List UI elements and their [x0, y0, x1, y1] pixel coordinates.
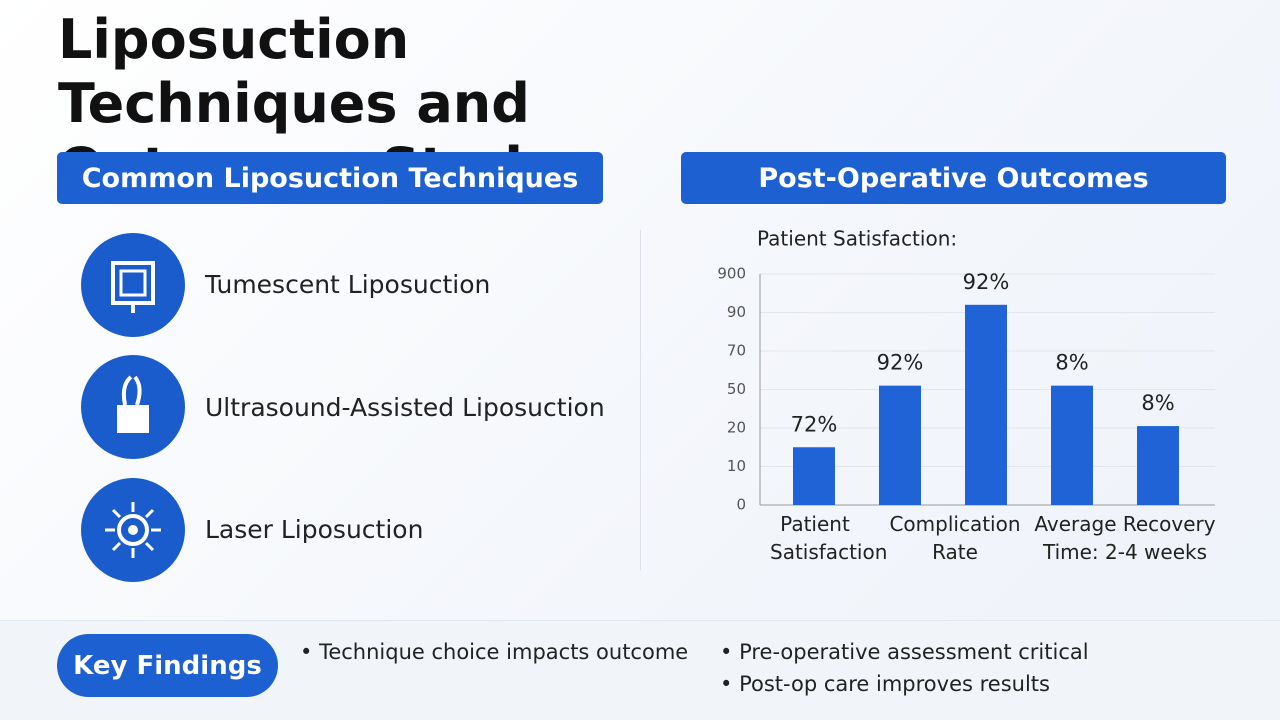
chart-title: Patient Satisfaction:: [757, 227, 957, 251]
section-heading: Common Liposuction Techniques: [57, 152, 603, 204]
y-tick-label: 50: [727, 380, 746, 398]
y-tick-label: 10: [727, 457, 746, 475]
section-heading: Post-Operative Outcomes: [681, 152, 1226, 204]
x-tick-label: Average Recovery Time: 2-4 weeks: [1034, 512, 1216, 564]
bar-annotation: 92%: [877, 351, 924, 375]
technique: Ultrasound-Assisted Liposuction: [205, 393, 605, 422]
bar-annotation: 72%: [791, 412, 838, 436]
finding: Pre-operative assessment critical: [720, 640, 1089, 664]
y-tick-label: 0: [736, 496, 746, 514]
bar-annotation: 8%: [1141, 391, 1174, 415]
finding: Post-op care improves results: [720, 672, 1050, 696]
y-tick-label: 20: [727, 419, 746, 437]
bar: [965, 304, 1007, 505]
icon: [81, 478, 185, 582]
technique: Laser Liposuction: [205, 515, 424, 544]
bar: [1137, 426, 1179, 505]
x-tick-label: Complication Rate: [889, 512, 1021, 564]
y-tick-label: 900: [717, 265, 746, 283]
icon-glyph: [117, 375, 149, 433]
bar: [879, 385, 921, 505]
finding: Technique choice impacts outcome: [300, 640, 688, 664]
bar-annotation: 92%: [963, 270, 1010, 294]
icon: [81, 233, 185, 337]
bar-annotation: 8%: [1055, 351, 1088, 375]
icon-glyph: [111, 261, 155, 313]
x-tick-label: Patient Satisfaction: [770, 512, 888, 564]
y-tick-label: 90: [727, 303, 746, 321]
divider: [640, 230, 641, 570]
bar: [793, 447, 835, 505]
findings-heading: Key Findings: [57, 634, 278, 697]
technique: Tumescent Liposuction: [205, 270, 491, 299]
y-tick-label: 70: [727, 342, 746, 360]
icon: [81, 355, 185, 459]
icon-glyph: [105, 502, 161, 558]
bar: [1051, 385, 1093, 505]
